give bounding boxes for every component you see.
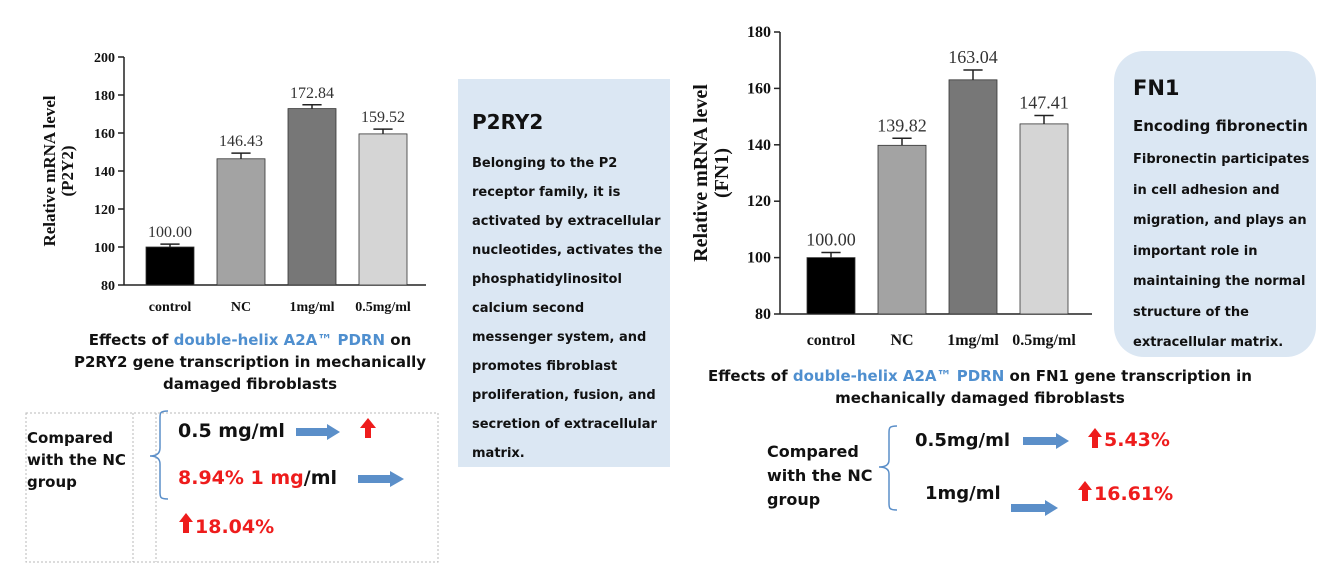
compare-line-2: 8.94% 1 mg/ml	[178, 467, 337, 489]
red-up-arrow-icon	[179, 418, 376, 533]
y-tick-label: 120	[94, 203, 115, 218]
bar	[145, 246, 195, 286]
y-tick-label: 100	[747, 250, 771, 267]
fn1-subtitle: Encoding fibronectin	[1133, 117, 1308, 135]
bar	[1019, 123, 1069, 315]
y-tick-label: 100	[94, 241, 115, 256]
compare-label-left: Compared with the NC group	[27, 429, 126, 491]
p2ry2-info-box: P2RY2 Belonging to the P2 receptor famil…	[458, 79, 670, 467]
red-up-arrow-icon	[1078, 428, 1102, 501]
category-label: 1mg/ml	[289, 300, 334, 315]
category-label: 0.5mg/ml	[355, 300, 411, 315]
y-axis-label: Relative mRNA level(P2Y2)	[40, 95, 77, 246]
bar-value-label: 159.52	[361, 109, 405, 126]
bar-value-label: 172.84	[290, 85, 334, 102]
fn1-title: FN1	[1133, 76, 1180, 100]
y-tick-label: 200	[94, 51, 115, 66]
blue-arrow-icon	[1011, 500, 1058, 516]
compare-value-red: 8.94% 1 mg	[178, 467, 304, 489]
blue-arrow-icon	[296, 424, 340, 440]
p2ry2-description: Belonging to the P2 receptor family, it …	[472, 156, 663, 461]
bar	[948, 79, 998, 315]
y-axis-label-line: Relative mRNA level	[40, 95, 59, 246]
fn1-info-box: FN1 Encoding fibronectin Fibronectin par…	[1114, 51, 1316, 357]
caption-highlight: double-helix A2A™ PDRN	[173, 331, 386, 349]
category-label: 0.5mg/ml	[1012, 332, 1076, 349]
bar-value-label: 100.00	[806, 230, 856, 250]
y-tick-label: 80	[755, 306, 771, 323]
bar-value-label: 100.00	[148, 224, 192, 241]
p2y2-bar-chart: 80 100 120 140 160 180 200 Relative mRNA level(…	[40, 51, 426, 315]
bar	[358, 133, 408, 286]
bar	[287, 108, 337, 286]
category-label: NC	[231, 300, 251, 315]
y-tick-label: 160	[747, 80, 771, 97]
compare-dose-05-right: 0.5mg/ml	[915, 430, 1011, 451]
caption-text: Effects of	[88, 331, 174, 349]
arrows	[179, 418, 1102, 533]
category-label: control	[149, 300, 192, 315]
caption-text: on P2RY2 gene transcription in mechanica…	[73, 331, 427, 393]
compare-dose-unit: /ml	[303, 467, 338, 489]
compare-table-left	[25, 412, 439, 563]
blue-arrow-icon	[358, 471, 404, 487]
y-axis-label: Relative mRNA level(FN1)	[690, 84, 733, 262]
y-tick-label: 120	[747, 193, 771, 210]
compare-value-1661: 16.61%	[1094, 483, 1174, 505]
y-axis-label-line: Relative mRNA level	[690, 84, 712, 262]
caption-text: Effects of	[708, 367, 793, 385]
caption-highlight: double-helix A2A™ PDRN	[792, 367, 1005, 385]
p2ry2-title: P2RY2	[472, 110, 544, 134]
fn1-description: Fibronectin participates in cell adhesio…	[1133, 152, 1310, 350]
category-label: control	[807, 332, 856, 349]
compare-label-right: Compared with the NC group	[767, 442, 873, 509]
compare-value-1804: 18.04%	[195, 516, 275, 538]
bar-value-label: 139.82	[877, 115, 927, 135]
y-axis-label-line: (P2Y2)	[58, 146, 77, 197]
caption-text: on FN1 gene transcription in mechanicall…	[835, 367, 1252, 407]
category-label: 1mg/ml	[947, 332, 999, 349]
y-tick-label: 180	[94, 89, 115, 104]
y-tick-label: 140	[747, 137, 771, 154]
blue-arrow-icon	[1023, 433, 1069, 449]
bar-value-label: 147.41	[1019, 92, 1069, 112]
bar	[877, 144, 927, 315]
y-axis-label-line: (FN1)	[711, 148, 733, 198]
bar-value-label: 146.43	[219, 133, 263, 150]
bar	[806, 257, 856, 315]
y-tick-label: 140	[94, 165, 115, 180]
compare-dose-05: 0.5 mg/ml	[178, 420, 285, 442]
y-tick-label: 180	[747, 24, 771, 41]
p2ry2-chart-caption: Effects of double-helix A2A™ PDRN on P2R…	[60, 329, 440, 395]
compare-dose-1-right: 1mg/ml	[925, 483, 1001, 504]
y-tick-label: 160	[94, 127, 115, 142]
y-tick-label: 80	[101, 279, 115, 294]
bar-value-label: 163.04	[948, 47, 998, 67]
category-label: NC	[890, 332, 913, 349]
fn1-bar-chart: 80 100 120 140 160 180 Relative mRNA level(FN1…	[690, 24, 1092, 349]
fn1-chart-caption: Effects of double-helix A2A™ PDRN on FN1…	[700, 365, 1260, 409]
compare-value-543: 5.43%	[1104, 429, 1170, 451]
bar	[216, 158, 266, 286]
compare-brackets	[149, 410, 898, 511]
